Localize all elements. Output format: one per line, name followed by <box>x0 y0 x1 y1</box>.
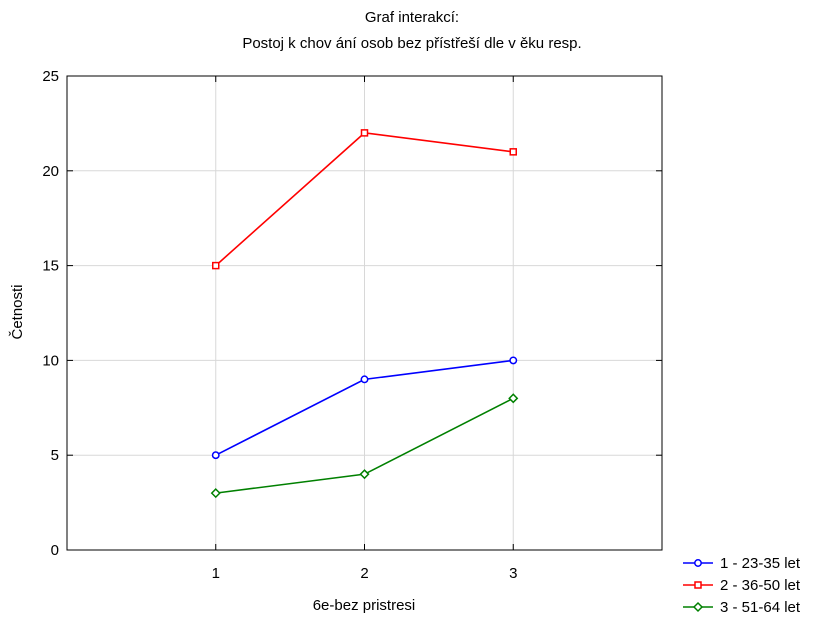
y-tick-label: 15 <box>42 258 59 275</box>
series-group <box>210 129 519 499</box>
data-point <box>509 356 518 365</box>
data-point <box>359 469 370 480</box>
y-axis-label: Četnosti <box>9 284 26 339</box>
legend-label: 2 - 36-50 let <box>720 577 801 594</box>
plot-frame <box>66 75 663 551</box>
series-1 <box>211 356 518 460</box>
legend-marker <box>694 581 702 589</box>
legend-marker <box>692 601 704 613</box>
data-point <box>211 451 220 460</box>
legend-label: 3 - 51-64 let <box>720 599 801 616</box>
data-point <box>360 375 369 384</box>
legend-label: 1 - 23-35 let <box>720 555 801 572</box>
axis-ticks: 0 5 10 15 20 25 1 2 3 <box>42 68 662 582</box>
y-tick-label: 20 <box>42 163 59 180</box>
y-tick-label: 25 <box>42 68 59 85</box>
series-2 <box>212 129 517 270</box>
chart-subtitle: Postoj k chov ání osob bez přístřeší dle… <box>242 35 581 52</box>
x-tick-label: 3 <box>509 565 517 582</box>
x-tick-label: 2 <box>360 565 368 582</box>
x-tick-label: 1 <box>212 565 220 582</box>
legend-item: 1 - 23-35 let <box>683 555 801 572</box>
data-point <box>212 261 220 270</box>
legend-marker <box>694 559 702 567</box>
y-tick-label: 5 <box>51 447 59 464</box>
data-point <box>509 148 517 156</box>
series-3 <box>210 393 519 499</box>
y-tick-label: 0 <box>51 542 59 559</box>
chart-title: Graf interakcí: <box>365 9 459 26</box>
y-tick-label: 10 <box>42 352 59 369</box>
data-point <box>508 393 519 404</box>
legend-item: 2 - 36-50 let <box>683 577 801 594</box>
legend: 1 - 23-35 let 2 - 36-50 let 3 - 51-64 let <box>683 555 801 616</box>
legend-item: 3 - 51-64 let <box>683 599 801 616</box>
data-point <box>360 129 369 137</box>
data-point <box>210 488 221 499</box>
x-axis-label: 6e-bez pristresi <box>313 597 416 614</box>
